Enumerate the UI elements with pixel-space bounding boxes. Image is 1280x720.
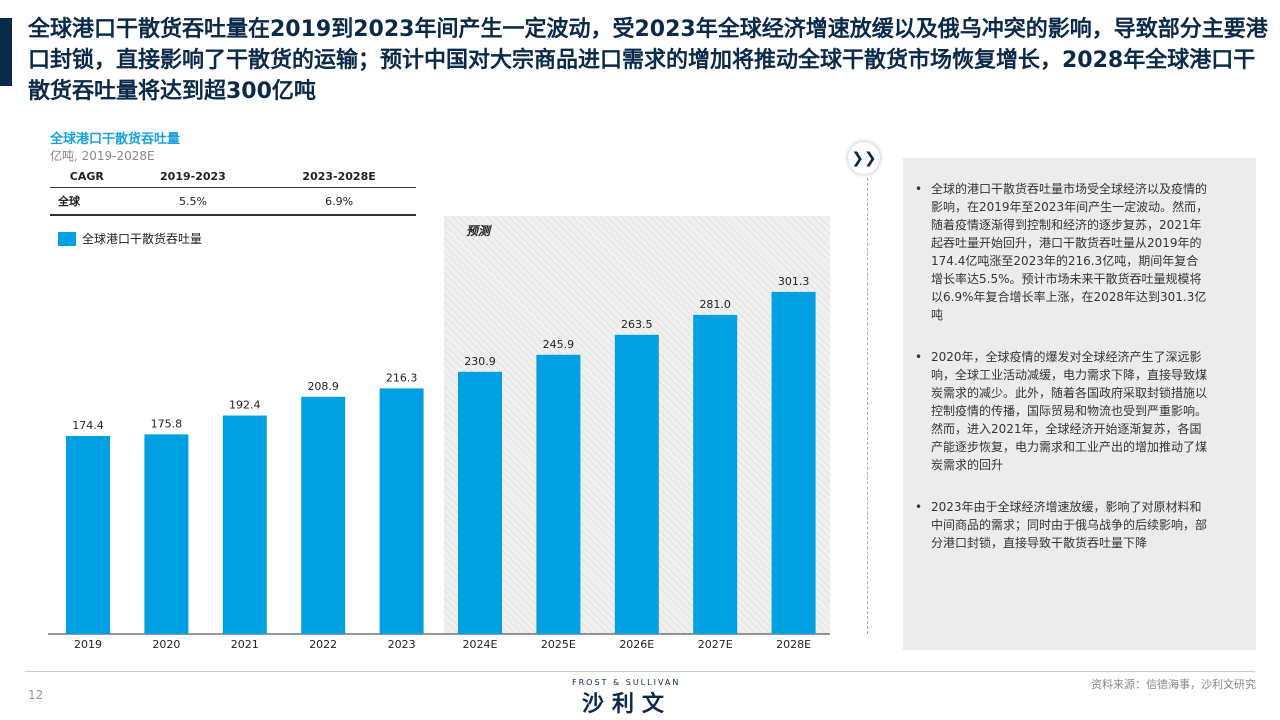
data-label-2027E: 281.0 [699, 298, 731, 311]
bar-2021 [222, 415, 267, 634]
x-tick-label-2019: 2019 [74, 638, 102, 651]
bar-2022 [301, 396, 346, 634]
bullet-item: 2023年由于全球经济增速放缓，影响了对原材料和中间商品的需求；同时由于俄乌战争… [915, 498, 1210, 552]
bullet-item: 全球的港口干散货吞吐量市场受全球经济以及疫情的影响，在2019年至2023年间产… [915, 180, 1210, 324]
x-tick-label-2026E: 2026E [619, 638, 654, 651]
x-tick-label-2021: 2021 [231, 638, 259, 651]
cagr-value-2: 6.9% [262, 187, 416, 216]
cagr-header-period2: 2023-2028E [262, 166, 416, 188]
cagr-data-row: 全球 5.5% 6.9% [50, 187, 416, 216]
title-accent-bar [0, 18, 12, 86]
logo-wordmark: FROST & SULLIVAN [572, 678, 681, 687]
bar-2028E [771, 291, 816, 634]
data-label-2023: 216.3 [386, 371, 418, 384]
data-label-2024E: 230.9 [464, 355, 496, 368]
forecast-label: 预测 [466, 224, 491, 238]
x-tick-label-2020: 2020 [152, 638, 180, 651]
x-tick-label-2022: 2022 [309, 638, 337, 651]
data-label-2021: 192.4 [229, 399, 261, 412]
bar-2023 [379, 388, 424, 634]
commentary-panel: 全球的港口干散货吞吐量市场受全球经济以及疫情的影响，在2019年至2023年间产… [903, 158, 1256, 650]
legend-swatch [58, 231, 76, 246]
page-headline: 全球港口干散货吞吐量在2019到2023年间产生一定波动，受2023年全球经济增… [28, 17, 1268, 104]
data-label-2020: 175.8 [151, 417, 183, 430]
footer-divider [25, 671, 1255, 672]
page-number: 12 [28, 688, 44, 702]
divider-line [867, 178, 868, 634]
bullet-list: 全球的港口干散货吞吐量市场受全球经济以及疫情的影响，在2019年至2023年间产… [903, 158, 1256, 552]
data-label-2025E: 245.9 [543, 338, 575, 351]
bar-2026E [614, 334, 659, 634]
x-tick-label-2028E: 2028E [776, 638, 811, 651]
chart-title: 全球港口干散货吞吐量 [50, 132, 181, 147]
bar-2025E [536, 354, 581, 634]
double-chevron-right-icon[interactable]: ❯❯ [848, 142, 880, 174]
legend-label: 全球港口干散货吞吐量 [82, 232, 203, 246]
x-tick-label-2023: 2023 [388, 638, 416, 651]
bar-chart: 174.4 2019 175.8 2020 192.4 2021 208.9 2022 216.… [48, 275, 830, 651]
x-tick-label-2027E: 2027E [698, 638, 733, 651]
chart-subtitle: 亿吨, 2019-2028E [50, 149, 155, 163]
x-tick-label-2025E: 2025E [541, 638, 576, 651]
bar-2019 [66, 435, 110, 634]
data-label-2019: 174.4 [72, 419, 104, 432]
data-label-2028E: 301.3 [778, 275, 810, 288]
data-label-2022: 208.9 [307, 380, 339, 393]
x-tick-label-2024E: 2024E [463, 638, 498, 651]
bullet-item: 2020年，全球疫情的爆发对全球经济产生了深远影响，全球工业活动减缓，电力需求下… [915, 348, 1210, 474]
cagr-header-row: CAGR 2019-2023 2023-2028E [50, 166, 416, 188]
bar-2024E [458, 371, 502, 634]
chart-legend: 全球港口干散货吞吐量 [58, 230, 202, 247]
logo-brand: 沙利文 [582, 692, 673, 717]
bar-2027E [693, 314, 738, 634]
cagr-header-label: CAGR [50, 166, 124, 188]
cagr-header-period1: 2019-2023 [123, 166, 263, 188]
cagr-row-label: 全球 [50, 187, 124, 216]
cagr-value-1: 5.5% [123, 187, 263, 216]
data-label-2026E: 263.5 [621, 318, 653, 331]
bar-2020 [144, 434, 189, 634]
cagr-table: CAGR 2019-2023 2023-2028E 全球 5.5% 6.9% [50, 166, 416, 216]
source-note: 资料来源：信德海事，沙利文研究 [1091, 678, 1256, 691]
